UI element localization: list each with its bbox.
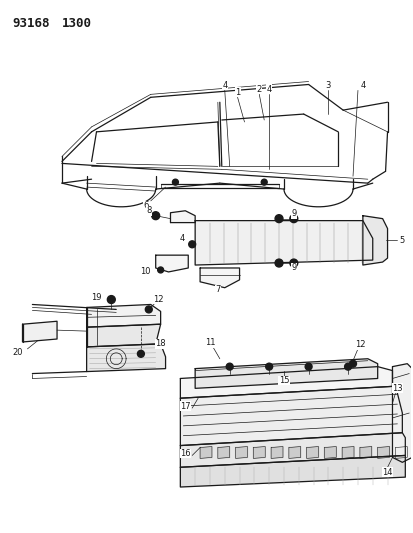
Polygon shape — [217, 447, 229, 458]
Polygon shape — [324, 447, 335, 458]
Polygon shape — [199, 268, 239, 288]
Text: 19: 19 — [91, 293, 102, 302]
Polygon shape — [392, 364, 411, 462]
Circle shape — [225, 363, 233, 370]
Text: 11: 11 — [204, 338, 215, 348]
Polygon shape — [235, 447, 247, 458]
Text: 8: 8 — [146, 206, 151, 215]
Text: 7: 7 — [215, 285, 220, 294]
Text: 2: 2 — [256, 85, 261, 94]
Polygon shape — [155, 255, 188, 272]
Circle shape — [274, 259, 282, 267]
Text: 5: 5 — [399, 236, 404, 245]
Polygon shape — [288, 447, 300, 458]
Text: 4: 4 — [359, 81, 365, 90]
Polygon shape — [180, 455, 404, 487]
Circle shape — [157, 267, 163, 273]
Text: 20: 20 — [12, 349, 23, 357]
Text: 4: 4 — [222, 81, 227, 90]
Circle shape — [265, 363, 272, 370]
Polygon shape — [377, 447, 389, 458]
Text: 4: 4 — [222, 81, 227, 90]
Polygon shape — [199, 447, 211, 458]
Circle shape — [274, 215, 282, 223]
Circle shape — [172, 179, 178, 185]
Circle shape — [289, 215, 297, 223]
Text: 93168: 93168 — [13, 18, 50, 30]
Polygon shape — [86, 344, 165, 372]
Polygon shape — [180, 367, 392, 398]
Circle shape — [261, 179, 266, 185]
Polygon shape — [362, 216, 387, 265]
Text: 1: 1 — [235, 88, 240, 97]
Polygon shape — [86, 324, 160, 347]
Text: 12: 12 — [153, 295, 164, 304]
Circle shape — [344, 363, 351, 370]
Polygon shape — [195, 359, 377, 389]
Polygon shape — [22, 321, 57, 342]
Circle shape — [152, 212, 159, 220]
Text: 18: 18 — [155, 340, 166, 349]
Polygon shape — [195, 221, 372, 265]
Text: 4: 4 — [179, 234, 185, 243]
Polygon shape — [170, 211, 195, 223]
Polygon shape — [394, 447, 406, 458]
Text: 4: 4 — [266, 85, 271, 94]
Circle shape — [107, 296, 115, 303]
Text: 12: 12 — [354, 341, 364, 350]
Text: 9: 9 — [290, 263, 296, 272]
Text: 13: 13 — [391, 384, 402, 393]
Text: 10: 10 — [140, 268, 151, 277]
Text: 9: 9 — [290, 209, 296, 218]
Circle shape — [304, 363, 311, 370]
Polygon shape — [341, 447, 353, 458]
Text: 3: 3 — [325, 81, 330, 90]
Polygon shape — [86, 304, 160, 327]
Polygon shape — [180, 433, 404, 467]
Circle shape — [289, 259, 297, 267]
Text: 17: 17 — [180, 401, 190, 410]
Polygon shape — [253, 447, 265, 458]
Circle shape — [137, 350, 144, 357]
Polygon shape — [306, 447, 318, 458]
Polygon shape — [359, 447, 371, 458]
Text: 14: 14 — [381, 467, 392, 477]
Polygon shape — [180, 386, 401, 446]
Text: 16: 16 — [180, 449, 190, 458]
Text: 6: 6 — [143, 201, 148, 211]
Circle shape — [188, 241, 195, 248]
Circle shape — [349, 360, 356, 367]
Circle shape — [145, 306, 152, 313]
Text: 15: 15 — [278, 376, 289, 385]
Polygon shape — [271, 447, 282, 458]
Text: 1300: 1300 — [62, 18, 92, 30]
